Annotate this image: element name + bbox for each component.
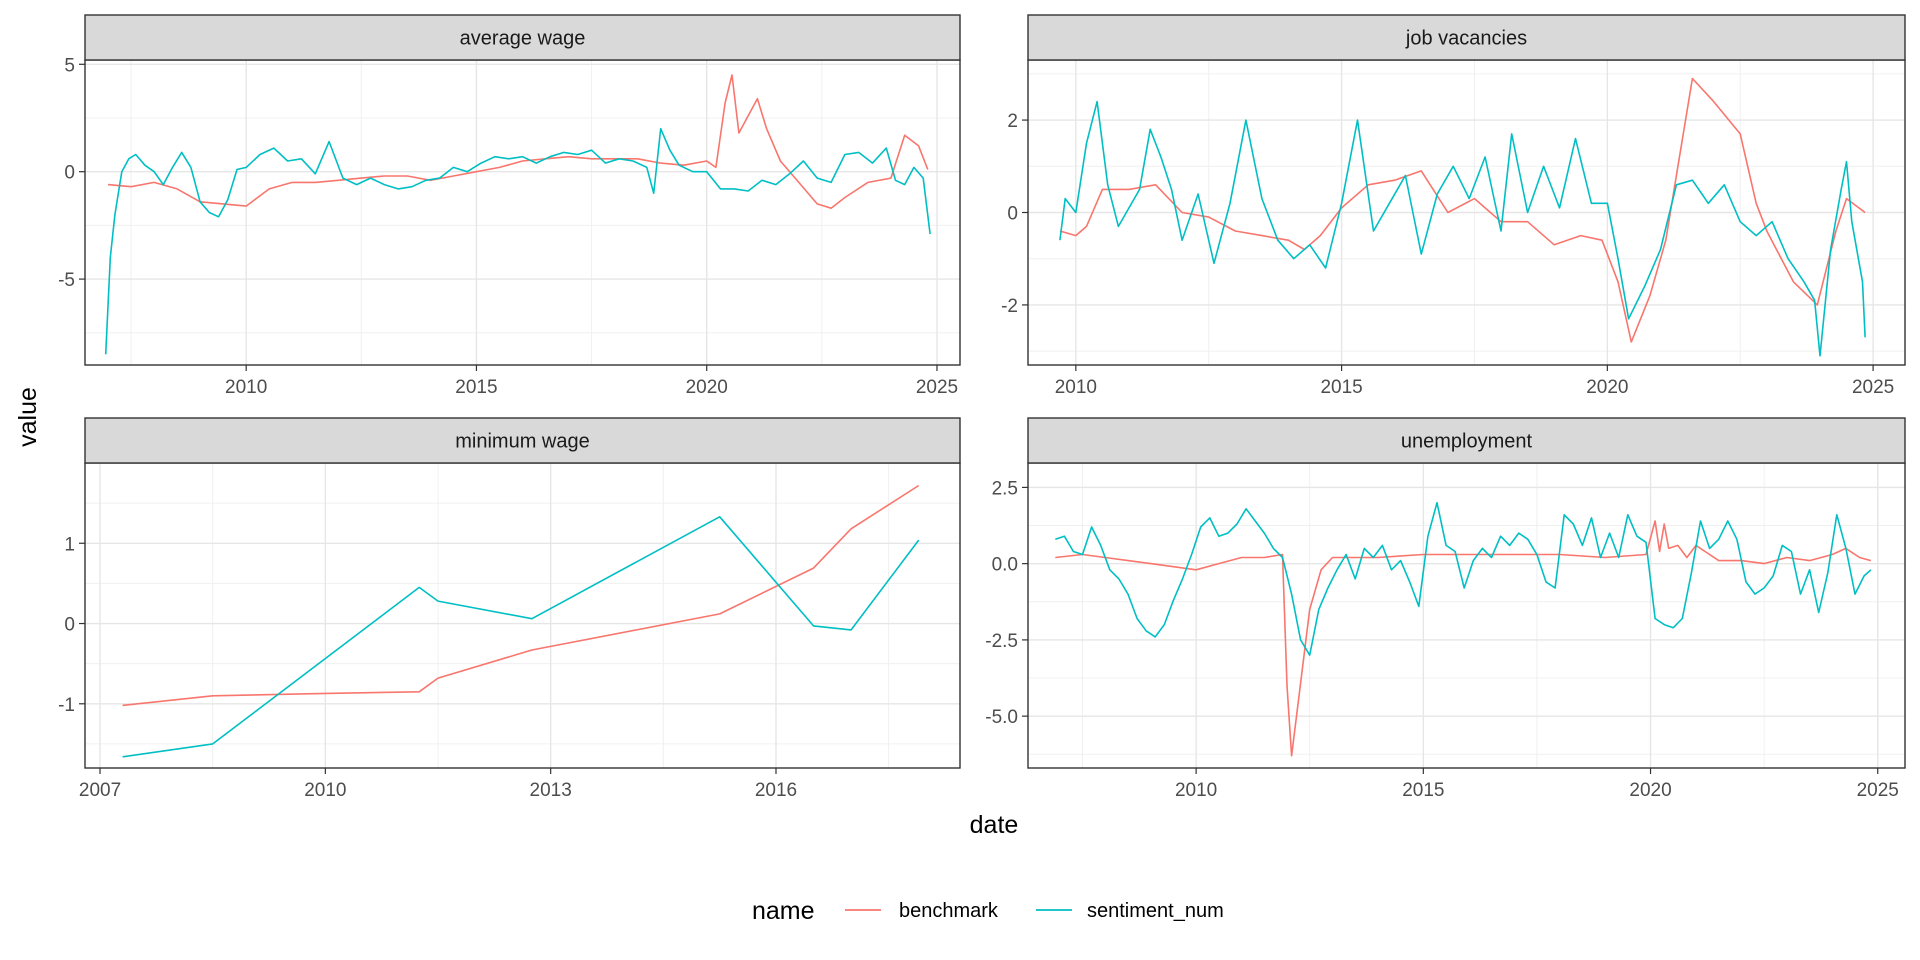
panel-background: [85, 463, 960, 768]
y-tick-label: -2.5: [985, 631, 1018, 652]
series-line-sentiment-num: [1055, 501, 1872, 656]
x-tick-label: 2010: [304, 780, 346, 801]
series-line-sentiment-num: [122, 515, 920, 758]
facet-strip-label: job vacancies: [1405, 28, 1527, 50]
facet-strip: [84, 14, 961, 61]
x-tick-label: 2020: [1586, 377, 1628, 398]
panel-job-vacancies: job vacancies 2010 2015 2020 2025 2 0 -2: [1001, 14, 1906, 398]
y-tick-label: -5.0: [985, 707, 1018, 728]
x-tick-label: 2013: [530, 780, 572, 801]
x-tick-label: 2007: [79, 780, 121, 801]
y-axis-title: value: [14, 387, 42, 447]
panel-unemployment: unemployment 2010 2015 2020 2025 2.5 0.0 -2.5 -5…: [985, 417, 1906, 801]
x-tick-label: 2010: [1055, 377, 1097, 398]
x-tick-label: 2010: [225, 377, 267, 398]
y-tick-label: 0: [64, 615, 75, 636]
facet-strip: [84, 417, 961, 464]
x-tick-label: 2015: [455, 377, 497, 398]
series-lines: [104, 74, 931, 355]
panel-background: [85, 60, 960, 365]
gridlines: [85, 60, 960, 365]
series-lines: [122, 484, 920, 758]
legend-title: name: [752, 897, 815, 925]
facet-strip-label: unemployment: [1401, 431, 1533, 453]
gridlines: [1028, 463, 1905, 768]
facet-strip-label: average wage: [460, 28, 586, 50]
x-tick-label: 2010: [1175, 780, 1217, 801]
panel-minimum-wage: minimum wage 2007 2010 2013 2016 1 0 -1: [58, 417, 961, 801]
y-tick-label: 1: [64, 534, 75, 555]
x-tick-label: 2025: [916, 377, 958, 398]
series-line-benchmark: [107, 74, 929, 209]
x-tick-label: 2016: [755, 780, 797, 801]
y-tick-label: 0.0: [992, 555, 1018, 576]
facet-strip: [1027, 14, 1906, 61]
series-line-benchmark: [1055, 520, 1872, 757]
legend-label-benchmark: benchmark: [899, 900, 999, 922]
y-tick-label: 2.5: [992, 478, 1018, 499]
y-tick-label: -2: [1001, 296, 1018, 317]
series-lines: [1055, 501, 1872, 757]
x-tick-label: 2015: [1402, 780, 1444, 801]
y-tick-label: 2: [1007, 111, 1018, 132]
x-tick-label: 2015: [1320, 377, 1362, 398]
panel-average-wage: average wage 2010 2015 2020 2025 5 0 -5: [58, 14, 961, 398]
legend-label-sentiment-num: sentiment_num: [1087, 900, 1224, 922]
x-axis-title: date: [970, 811, 1019, 839]
legend: name benchmark sentiment_num: [752, 897, 1224, 925]
facet-strip: [1027, 417, 1906, 464]
series-line-sentiment-num: [1059, 100, 1866, 357]
panel-background: [1028, 463, 1905, 768]
x-tick-label: 2020: [686, 377, 728, 398]
y-tick-label: -5: [58, 270, 75, 291]
x-tick-label: 2025: [1857, 780, 1899, 801]
x-tick-label: 2020: [1629, 780, 1671, 801]
x-tick-label: 2025: [1852, 377, 1894, 398]
gridlines: [85, 463, 960, 768]
series-line-sentiment-num: [104, 127, 931, 355]
y-tick-label: 0: [64, 163, 75, 184]
y-tick-label: 0: [1007, 204, 1018, 225]
y-tick-label: -1: [58, 695, 75, 716]
y-tick-label: 5: [64, 55, 75, 76]
facet-strip-label: minimum wage: [455, 431, 589, 453]
series-line-benchmark: [122, 484, 920, 707]
series-lines: [1059, 77, 1866, 357]
gridlines: [1028, 60, 1905, 365]
